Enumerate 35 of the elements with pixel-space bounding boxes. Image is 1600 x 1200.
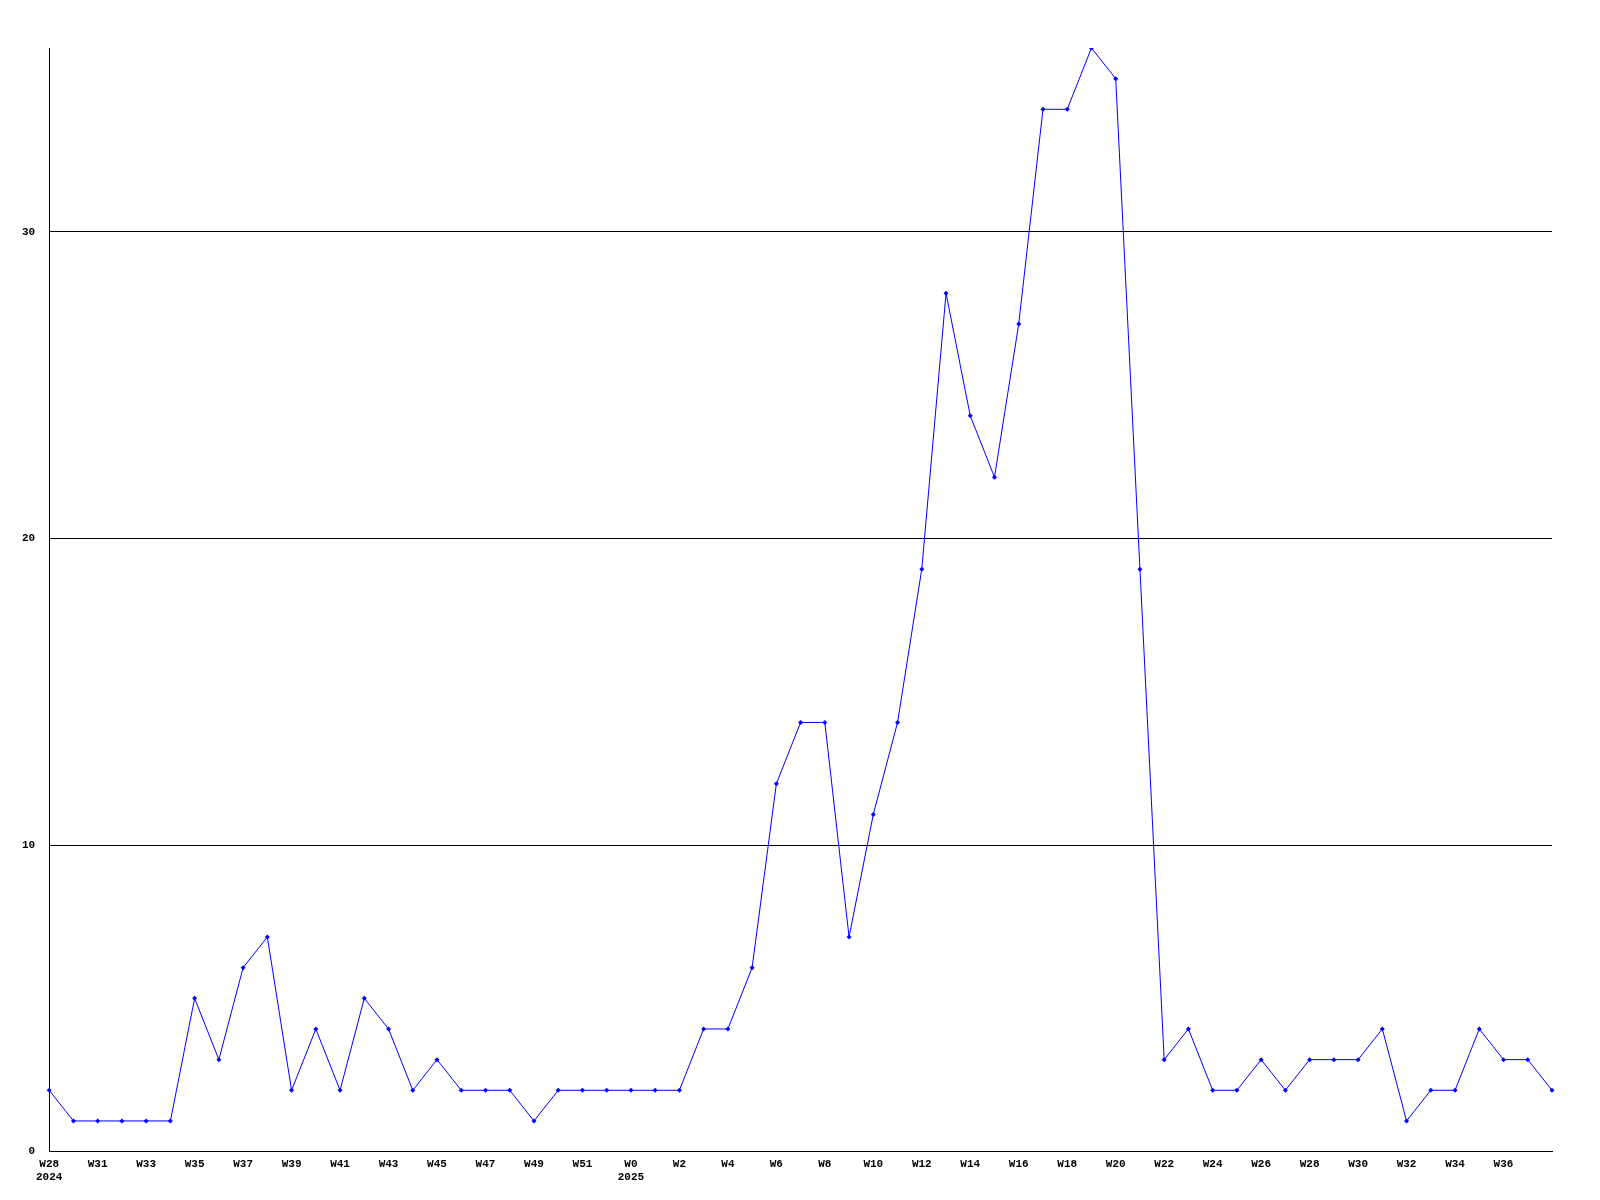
x-tick-label: W51	[572, 1157, 593, 1170]
x-tick-label: W12	[911, 1157, 932, 1170]
x-tick-label: W18	[1057, 1157, 1078, 1170]
x-tick-label: W26	[1251, 1157, 1272, 1170]
x-tick-label: W37	[233, 1157, 254, 1170]
x-tick-label: W43	[378, 1157, 399, 1170]
x-tick-label: W22	[1154, 1157, 1175, 1170]
x-tick-label: W8	[818, 1157, 832, 1170]
x-tick-label: W35	[184, 1157, 205, 1170]
x-tick-label: W49	[524, 1157, 544, 1170]
x-tick-label: W39	[281, 1157, 302, 1170]
x-tick-label: W10	[863, 1157, 884, 1170]
y-tick-label: 30	[22, 225, 36, 238]
x-tick-label: W0 2025	[617, 1157, 645, 1184]
x-tick-label: W4	[721, 1157, 735, 1170]
y-tick-label: 10	[22, 838, 36, 851]
x-tick-label: W45	[427, 1157, 448, 1170]
x-tick-label: W2	[672, 1157, 687, 1170]
y-tick-label: 20	[22, 532, 36, 545]
x-tick-label: W24	[1202, 1157, 1223, 1170]
x-tick-label: W28 2024	[36, 1157, 63, 1184]
x-tick-label: W33	[136, 1157, 157, 1170]
x-tick-label: W28	[1299, 1157, 1320, 1170]
x-tick-label: W16	[1008, 1157, 1029, 1170]
x-tick-label: W30	[1348, 1157, 1368, 1170]
x-tick-label: W32	[1396, 1157, 1417, 1170]
y-tick-label: 0	[28, 1145, 36, 1158]
x-tick-label: W14	[960, 1157, 981, 1170]
x-tick-label: W31	[87, 1157, 108, 1170]
x-tick-label: W34	[1445, 1157, 1466, 1170]
x-tick-label: W6	[769, 1157, 783, 1170]
x-tick-label: W47	[475, 1157, 496, 1170]
x-tick-label: W20	[1105, 1157, 1126, 1170]
x-tick-label: W41	[330, 1157, 351, 1170]
x-tick-label: W36	[1493, 1157, 1514, 1170]
